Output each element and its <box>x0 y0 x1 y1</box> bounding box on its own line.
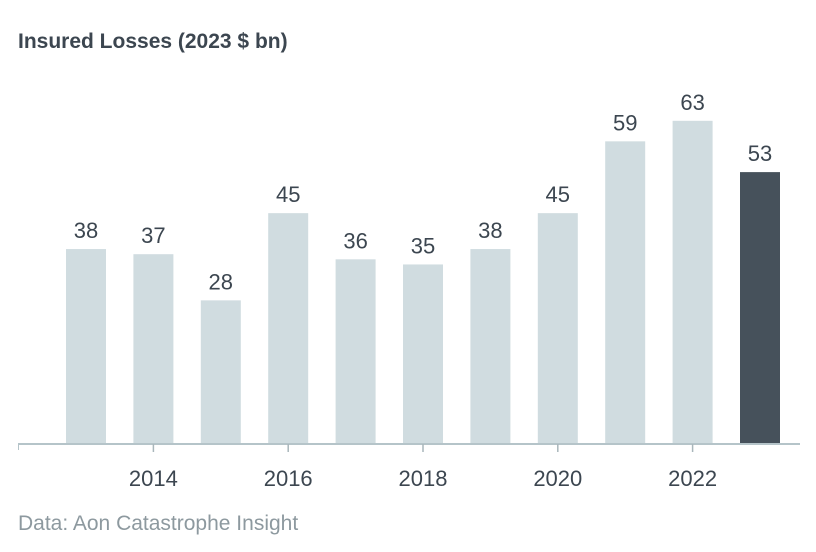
bar-2016 <box>268 213 309 444</box>
data-label-2015: 28 <box>209 269 233 294</box>
x-tick-label-2022: 2022 <box>668 466 717 491</box>
data-label-2014: 37 <box>141 223 165 248</box>
x-tick-label-2014: 2014 <box>129 466 178 491</box>
bar-2019 <box>470 249 511 444</box>
bar-2017 <box>335 259 376 444</box>
chart-title: Insured Losses (2023 $ bn) <box>18 30 288 53</box>
bar-2023 <box>740 172 780 445</box>
data-label-2022: 63 <box>680 90 704 115</box>
bar-2020 <box>537 213 578 444</box>
bar-2015 <box>200 300 241 444</box>
x-tick-label-2020: 2020 <box>533 466 582 491</box>
bar-2022 <box>672 120 713 444</box>
data-label-2023: 53 <box>748 141 772 166</box>
data-label-2017: 36 <box>343 228 367 253</box>
data-label-2013: 38 <box>74 218 98 243</box>
bar-2021 <box>605 141 646 444</box>
x-tick-label-2016: 2016 <box>264 466 313 491</box>
data-label-2021: 59 <box>613 110 637 135</box>
data-label-2019: 38 <box>478 218 502 243</box>
bar-2013 <box>66 249 106 444</box>
bar-2014 <box>133 254 174 444</box>
source-note: Data: Aon Catastrophe Insight <box>18 512 299 535</box>
bar-2018 <box>403 264 443 444</box>
data-label-2020: 45 <box>546 182 570 207</box>
data-label-2016: 45 <box>276 182 300 207</box>
data-label-2018: 35 <box>411 233 435 258</box>
x-tick-label-2018: 2018 <box>399 466 448 491</box>
